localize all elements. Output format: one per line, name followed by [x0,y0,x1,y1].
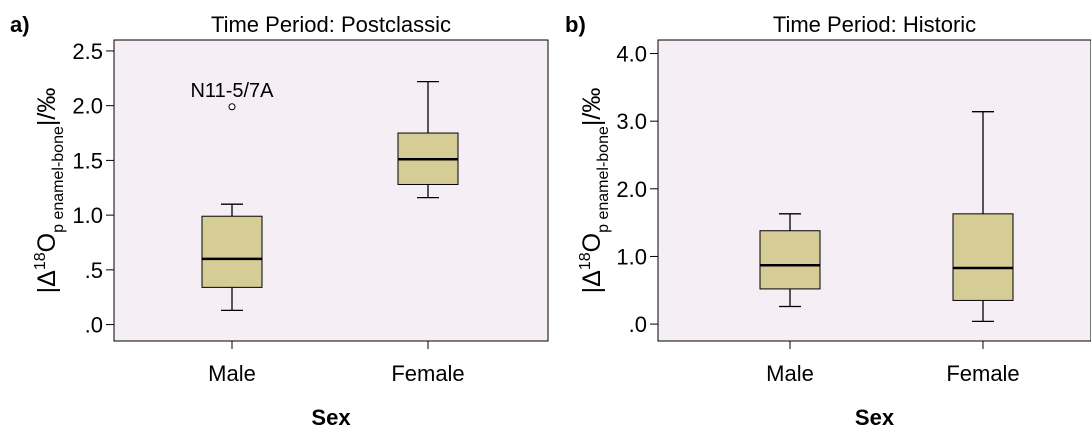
panel-label: b) [565,12,586,37]
iqr-box [759,230,821,290]
panel-b: b) Time Period: Historic .0 1.0 2.0 3.0 4.0 Mal… [565,12,1091,430]
outlier-point [228,103,236,111]
box-female [952,111,1014,323]
y-axis-label-main: O [578,233,606,252]
plot-area [657,39,1091,342]
y-axis-label-main: O [33,233,61,252]
chart-title: Time Period: Historic [773,12,976,37]
y-axis-label: |Δ18Op enamel-bone|/‰ [577,88,612,294]
y-axis-label-sub: p enamel-bone [50,126,67,233]
y-axis-label-prefix: |Δ [33,270,61,293]
y-axis-label-prefix: |Δ [578,270,606,293]
y-tick-label: .5 [85,258,103,283]
x-tick-label: Female [391,361,464,386]
x-tick-label: Male [766,361,814,386]
y-axis-label: |Δ18Op enamel-bone|/‰ [32,88,67,294]
y-axis-label-sup: 18 [32,252,49,270]
chart-title: Time Period: Postclassic [211,12,451,37]
x-tick-label: Male [208,361,256,386]
plot-area [113,39,549,342]
iqr-box [952,213,1014,301]
outlier-label: N11-5/7A [190,80,274,102]
panel-a: a) Time Period: Postclassic .0 .5 1.0 1.5 2.0 2… [10,12,549,430]
y-axis-label-sub: p enamel-bone [595,126,612,233]
x-axis-label: Sex [855,405,895,430]
box-male [759,213,821,308]
box-male: N11-5/7A [190,80,274,312]
y-tick-label: 1.0 [72,203,103,228]
y-tick-label: 2.0 [72,94,103,119]
box-female [397,80,459,199]
y-tick-label: 4.0 [616,42,647,67]
x-tick-label: Female [946,361,1019,386]
y-tick-label: 1.5 [72,148,103,173]
y-axis-label-suffix: |/‰ [33,88,61,126]
y-tick-label: 1.0 [616,244,647,269]
y-tick-label: 2.0 [616,177,647,202]
x-axis-label: Sex [311,405,351,430]
y-tick-label: 3.0 [616,109,647,134]
iqr-box [201,215,263,288]
y-tick-label: .0 [629,312,647,337]
panel-label: a) [10,12,30,37]
y-tick-label: .0 [85,313,103,338]
y-axis-label-suffix: |/‰ [578,88,606,126]
y-axis-label-sup: 18 [577,252,594,270]
y-tick-label: 2.5 [72,39,103,64]
